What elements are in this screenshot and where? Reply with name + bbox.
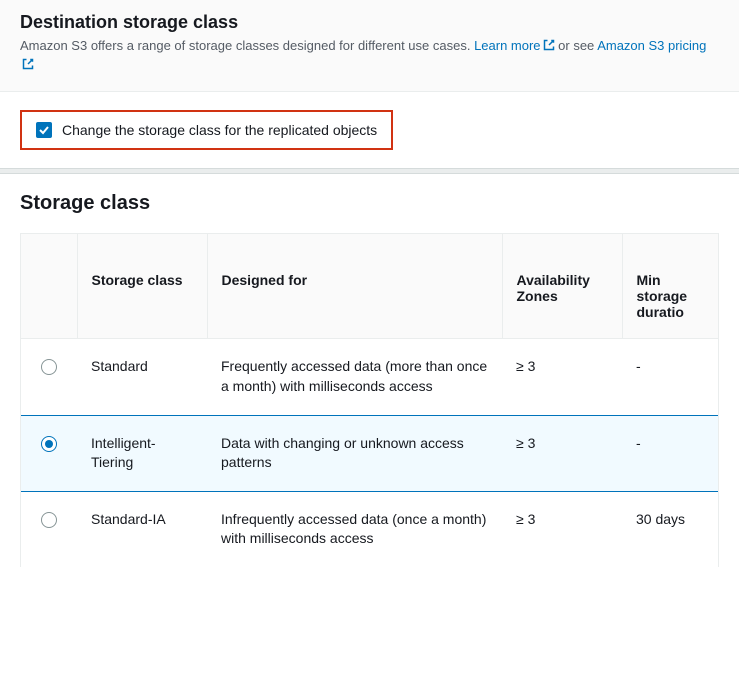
storage-class-table-wrap: Storage class Designed for Availability … [20, 233, 719, 567]
radio-cell [21, 491, 77, 567]
col-header-min: Min storage duratio [622, 234, 718, 339]
or-see-text: or see [555, 38, 598, 53]
cell-class: Standard-IA [77, 491, 207, 567]
col-header-radio [21, 234, 77, 339]
table-row[interactable]: Standard-IA Infrequently accessed data (… [21, 491, 718, 567]
storage-class-radio[interactable] [41, 359, 57, 375]
cell-min: - [622, 339, 718, 415]
panel-title: Destination storage class [20, 12, 719, 33]
col-header-designed: Designed for [207, 234, 502, 339]
highlight-box: Change the storage class for the replica… [20, 110, 393, 150]
col-header-az: Availability Zones [502, 234, 622, 339]
storage-class-section: Storage class Storage class Designed for… [0, 174, 739, 567]
panel-header: Destination storage class Amazon S3 offe… [0, 0, 739, 92]
cell-min: - [622, 415, 718, 491]
checkbox-section: Change the storage class for the replica… [0, 92, 739, 168]
learn-more-link[interactable]: Learn more [474, 38, 554, 53]
external-link-icon [543, 38, 555, 56]
checkbox-label: Change the storage class for the replica… [62, 122, 377, 138]
checkmark-icon [38, 124, 50, 136]
cell-class: Standard [77, 339, 207, 415]
storage-class-table: Storage class Designed for Availability … [21, 234, 718, 567]
cell-az: ≥ 3 [502, 339, 622, 415]
storage-class-radio[interactable] [41, 436, 57, 452]
cell-az: ≥ 3 [502, 491, 622, 567]
panel-description: Amazon S3 offers a range of storage clas… [20, 37, 719, 75]
cell-designed: Frequently accessed data (more than once… [207, 339, 502, 415]
table-row[interactable]: Standard Frequently accessed data (more … [21, 339, 718, 415]
radio-cell [21, 415, 77, 491]
table-header-row: Storage class Designed for Availability … [21, 234, 718, 339]
storage-class-radio[interactable] [41, 512, 57, 528]
change-storage-class-checkbox[interactable] [36, 122, 52, 138]
radio-cell [21, 339, 77, 415]
table-row[interactable]: Intelligent-Tiering Data with changing o… [21, 415, 718, 491]
section-title: Storage class [20, 192, 719, 215]
col-header-class: Storage class [77, 234, 207, 339]
cell-min: 30 days [622, 491, 718, 567]
cell-az: ≥ 3 [502, 415, 622, 491]
external-link-icon [22, 57, 34, 75]
cell-designed: Infrequently accessed data (once a month… [207, 491, 502, 567]
desc-text: Amazon S3 offers a range of storage clas… [20, 38, 474, 53]
cell-class: Intelligent-Tiering [77, 415, 207, 491]
cell-designed: Data with changing or unknown access pat… [207, 415, 502, 491]
